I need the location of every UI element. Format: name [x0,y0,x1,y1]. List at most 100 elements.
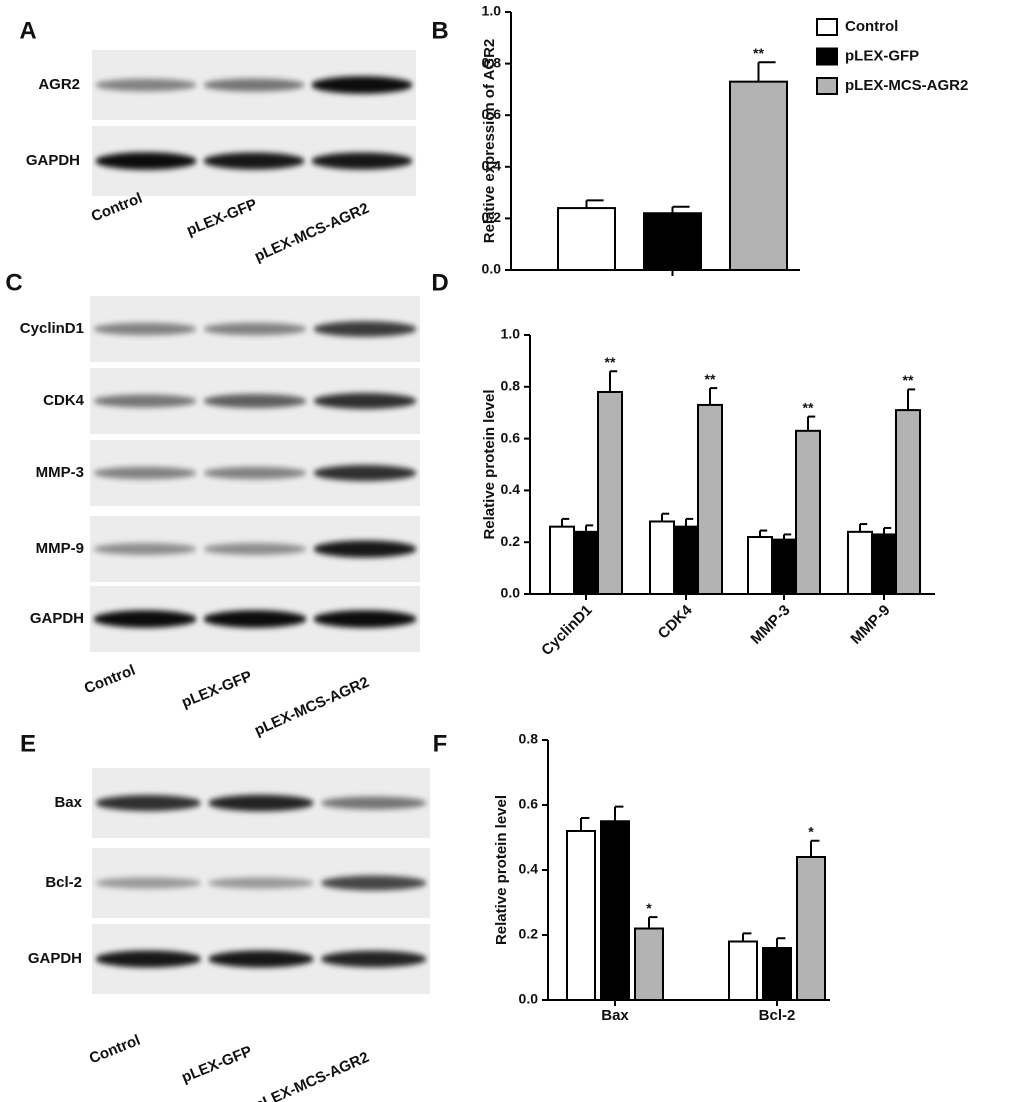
band [203,152,305,170]
y-tick-label: 1.0 [482,3,502,19]
y-tick-label: 0.2 [519,926,539,942]
significance: * [646,900,652,916]
significance: ** [705,371,716,387]
row-label: GAPDH [30,610,84,627]
band [320,796,427,810]
bar [871,533,897,595]
band [313,465,417,481]
significance: ** [803,399,814,415]
y-tick-label: 0.8 [501,378,521,394]
x-tick-label: MMP-3 [747,602,793,648]
band [313,321,417,337]
y-tick-label: 0.0 [482,261,502,277]
band [93,322,197,336]
band [93,610,197,628]
band [93,394,197,408]
band [320,875,427,891]
row-label: MMP-9 [36,540,84,557]
bar [762,947,792,1001]
lane-label: pLEX-MCS-AGR2 [252,200,372,266]
y-tick-label: 0.6 [482,106,502,122]
panel-letter: D [431,269,448,296]
bar [728,940,758,1001]
band [93,466,197,480]
band [203,610,307,628]
bar [549,525,575,595]
band [208,794,314,812]
legend-swatch [816,77,838,95]
bar [796,856,826,1001]
row-label: GAPDH [26,152,80,169]
lane-label: Control [82,662,138,698]
panel-letter: E [20,730,36,757]
lane-label: Control [87,1032,143,1068]
y-tick-label: 0.0 [501,585,521,601]
panel-letter: A [19,17,36,44]
band [95,950,202,968]
bar [847,530,873,596]
significance: ** [753,45,764,61]
x-tick-label: Bax [601,1007,629,1024]
band [203,543,307,555]
bar [895,409,921,595]
band [93,543,197,555]
band [311,152,413,170]
band [95,78,197,92]
y-tick-label: 0.4 [501,481,521,497]
band [95,877,202,889]
bar [697,403,723,595]
row-label: Bcl-2 [45,874,82,891]
band [95,795,202,811]
band [95,152,197,170]
panel-letter: C [5,269,22,296]
bar [673,525,699,595]
band [208,950,314,968]
bar [747,536,773,596]
band [203,466,307,480]
band [320,950,427,968]
bar [634,927,664,1001]
row-label: CDK4 [43,392,84,409]
bar [795,429,821,595]
legend-label: pLEX-MCS-AGR2 [845,77,968,94]
y-tick-label: 0.8 [519,731,539,747]
x-tick-label: Bcl-2 [759,1007,796,1024]
bar [600,820,630,1001]
y-tick-label: 0.8 [482,54,502,70]
lane-label: pLEX-GFP [179,668,254,712]
band [313,610,417,628]
lane-label: pLEX-MCS-AGR2 [252,1049,372,1102]
bar [649,520,675,595]
panel-letter: B [431,17,448,44]
band [203,78,305,92]
y-axis-label: Relative protein level [493,795,510,945]
lane-label: pLEX-GFP [184,196,259,240]
y-axis-label: Relative expression of AGR2 [481,39,498,244]
row-label: AGR2 [38,76,80,93]
y-axis-label: Relative protein level [481,389,498,539]
panel-letter: F [433,730,448,757]
x-tick-label: CyclinD1 [538,602,595,659]
significance: * [808,823,814,839]
y-tick-label: 0.2 [482,209,502,225]
band [311,76,413,94]
legend-label: Control [845,18,898,35]
y-tick-label: 0.6 [519,796,539,812]
x-tick-label: CDK4 [655,601,696,642]
lane-label: pLEX-MCS-AGR2 [252,674,372,740]
row-label: CyclinD1 [20,320,84,337]
lane-label: pLEX-GFP [179,1043,254,1087]
y-tick-label: 0.4 [482,158,502,174]
bar [557,207,616,271]
y-tick-label: 1.0 [501,326,521,342]
legend-swatch [816,47,838,66]
legend-label: pLEX-GFP [845,47,919,64]
bar [573,530,599,596]
legend-swatch [816,18,838,36]
band [313,393,417,409]
band [208,877,314,889]
y-tick-label: 0.4 [519,861,539,877]
y-tick-label: 0.2 [501,533,521,549]
